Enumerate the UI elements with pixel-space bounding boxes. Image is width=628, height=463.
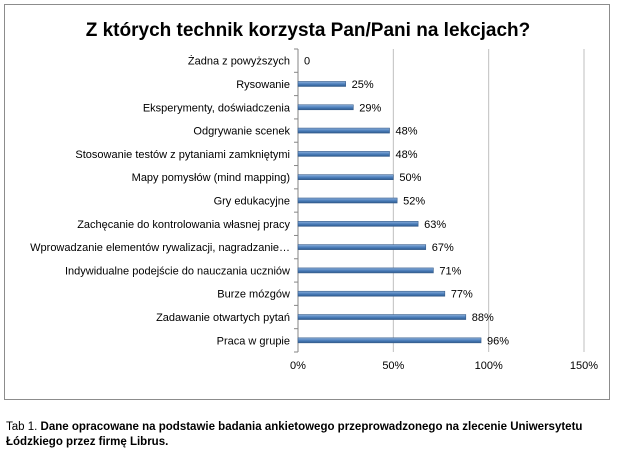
data-label: 88% (472, 312, 494, 324)
bar (297, 290, 446, 297)
category-label: Indywidualne podejście do nauczania uczn… (65, 265, 290, 277)
bar (297, 314, 467, 320)
data-label: 67% (432, 242, 454, 254)
data-label: 96% (487, 335, 509, 347)
category-label: Rysowanie (236, 79, 290, 91)
data-label: 63% (424, 219, 446, 231)
x-axis-ticks: 0% 50% 100% 150% (290, 360, 598, 372)
category-label: Zadawanie otwartych pytań (156, 312, 290, 324)
bar (297, 104, 354, 111)
x-tick-label: 0% (290, 360, 306, 372)
category-label: Żadna z powyższych (188, 55, 290, 68)
bar (297, 81, 346, 87)
bar (297, 151, 390, 157)
bar (297, 244, 427, 250)
chart-frame: Z których technik korzysta Pan/Pani na l… (4, 4, 610, 400)
category-label: Eksperymenty, doświadczenia (143, 102, 291, 114)
data-label: 48% (396, 126, 418, 138)
data-label: 0 (304, 56, 310, 68)
data-label: 29% (359, 102, 381, 114)
data-label: 50% (399, 172, 421, 184)
category-label: Burze mózgów (217, 289, 290, 301)
bar-chart: Z których technik korzysta Pan/Pani na l… (30, 20, 598, 372)
category-label: Odgrywanie scenek (193, 126, 290, 138)
data-label: 48% (396, 149, 418, 161)
bar (297, 127, 390, 134)
bar (297, 337, 482, 344)
bar (297, 267, 434, 274)
x-tick-label: 100% (475, 360, 503, 372)
category-label: Stosowanie testów z pytaniami zamkniętym… (75, 149, 290, 161)
bars (297, 81, 482, 344)
data-label: 52% (403, 196, 425, 208)
category-label: Gry edukacyjne (214, 196, 290, 208)
bar (297, 197, 398, 204)
caption-text: Dane opracowane na podstawie badania ank… (6, 421, 583, 448)
x-tick-label: 150% (570, 360, 598, 372)
table-caption: Tab 1. Dane opracowane na podstawie bada… (6, 420, 618, 450)
data-label: 25% (352, 79, 374, 91)
category-labels: Żadna z powyższych 0 Rysowanie 25% Eksperyme… (30, 55, 509, 348)
bar (297, 174, 394, 180)
bar (297, 221, 419, 227)
x-tick-label: 50% (382, 360, 404, 372)
data-label: 71% (439, 265, 461, 277)
category-label: Wprowadzanie elementów rywalizacji, nagr… (30, 242, 290, 254)
category-label: Zachęcanie do kontrolowania własnej prac… (77, 219, 290, 231)
chart-title: Z których technik korzysta Pan/Pani na l… (86, 20, 531, 41)
category-label: Praca w grupie (217, 335, 290, 347)
category-label: Mapy pomysłów (mind mapping) (132, 172, 290, 184)
data-label: 77% (451, 289, 473, 301)
caption-lead: Tab 1. (6, 421, 41, 433)
